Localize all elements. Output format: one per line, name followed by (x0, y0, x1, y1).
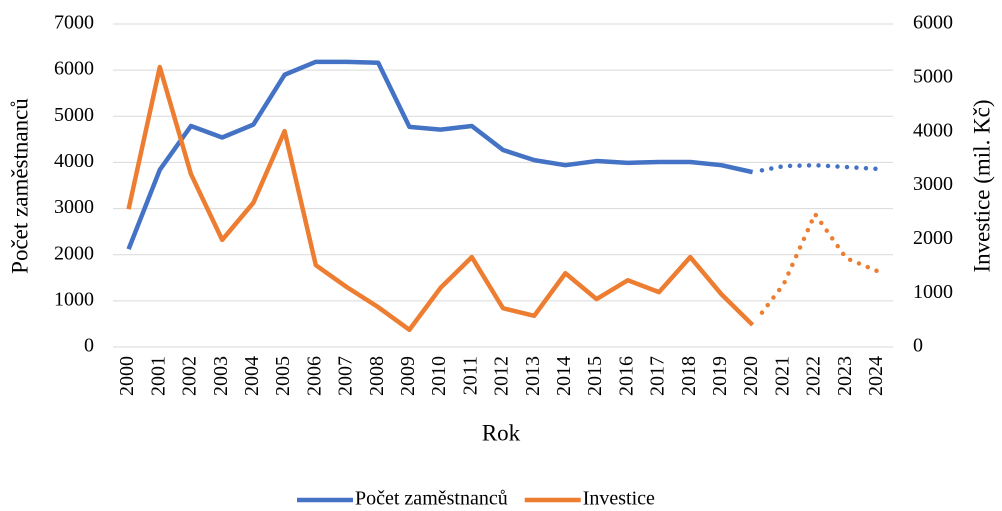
y-tick-label: 5000 (54, 104, 94, 126)
x-tick-label: 2011 (459, 356, 481, 395)
x-tick-label: 2003 (210, 356, 232, 396)
y-tick-label: 0 (84, 335, 94, 357)
y2-tick-label: 4000 (913, 119, 953, 141)
x-tick-label: 2014 (553, 356, 575, 396)
y-tick-label: 4000 (54, 150, 94, 172)
x-tick-label: 2004 (241, 356, 263, 396)
x-tick-label: 2020 (740, 356, 762, 396)
x-tick-label: 2008 (366, 356, 388, 396)
x-tick-label: 2005 (272, 356, 294, 396)
y2-tick-label: 3000 (913, 173, 953, 195)
x-tick-label: 2007 (335, 356, 357, 396)
x-tick-label: 2018 (678, 356, 700, 396)
x-tick-label: 2024 (865, 356, 887, 396)
y-tick-label: 1000 (54, 288, 94, 310)
y-tick-label: 6000 (54, 58, 94, 80)
x-tick-label: 2006 (303, 356, 325, 396)
y2-tick-label: 1000 (913, 281, 953, 303)
series-projection (759, 209, 880, 315)
x-tick-label: 2023 (834, 356, 856, 396)
series-line (126, 59, 754, 251)
series-projection (759, 162, 880, 173)
x-tick-label: 2001 (147, 356, 169, 396)
x-tick-label: 2000 (116, 356, 138, 396)
y2-tick-label: 6000 (913, 12, 953, 34)
y-tick-label: 2000 (54, 242, 94, 264)
x-tick-label: 2016 (615, 356, 637, 396)
legend-label: Počet zaměstnanců (355, 488, 508, 510)
x-axis-title: Rok (482, 420, 521, 445)
y2-tick-label: 0 (913, 335, 923, 357)
y-axis-title: Počet zaměstnanců (7, 98, 32, 274)
y2-tick-label: 2000 (913, 227, 953, 249)
y-tick-label: 7000 (54, 12, 94, 34)
y-tick-label: 3000 (54, 196, 94, 218)
x-tick-label: 2017 (647, 356, 669, 396)
x-tick-label: 2019 (709, 356, 731, 396)
x-tick-label: 2022 (803, 356, 825, 396)
legend-label: Investice (583, 488, 655, 510)
x-tick-label: 2009 (397, 356, 419, 396)
series-line (126, 64, 755, 333)
x-tick-label: 2021 (771, 356, 793, 396)
x-tick-label: 2010 (428, 356, 450, 396)
x-tick-label: 2013 (522, 356, 544, 396)
y2-axis-title: Investice (mil. Kč) (969, 99, 994, 272)
y2-tick-label: 5000 (913, 65, 953, 87)
x-tick-label: 2012 (491, 356, 513, 396)
x-tick-label: 2015 (584, 356, 606, 396)
x-tick-label: 2002 (179, 356, 201, 396)
